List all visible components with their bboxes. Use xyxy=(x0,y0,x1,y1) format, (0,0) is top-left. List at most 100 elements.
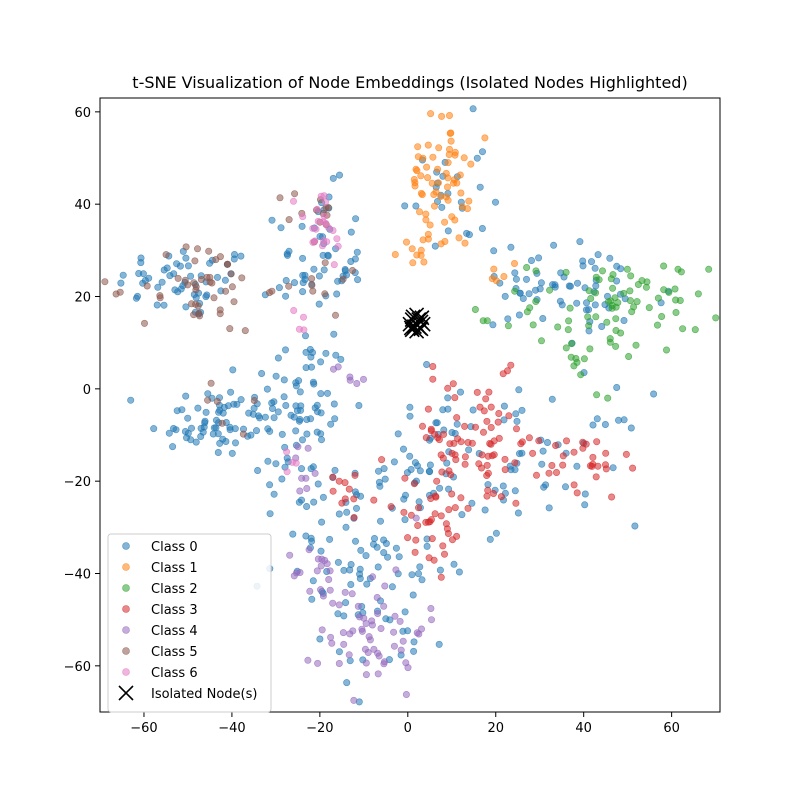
scatter-point xyxy=(350,495,358,503)
scatter-point xyxy=(381,582,389,590)
scatter-point xyxy=(592,289,600,297)
scatter-point xyxy=(562,268,570,276)
scatter-point xyxy=(434,179,442,187)
scatter-point xyxy=(414,504,422,512)
scatter-point xyxy=(515,311,523,319)
scatter-point xyxy=(317,562,325,570)
scatter-point xyxy=(317,547,325,555)
scatter-point xyxy=(264,457,272,465)
scatter-point xyxy=(548,461,556,469)
scatter-point xyxy=(554,323,562,331)
scatter-point xyxy=(585,322,593,330)
scatter-point xyxy=(373,593,381,601)
scatter-point xyxy=(224,260,232,268)
scatter-point xyxy=(335,648,343,656)
scatter-point xyxy=(478,148,486,156)
x-tick-label: 20 xyxy=(487,721,504,736)
scatter-point xyxy=(602,465,610,473)
scatter-point xyxy=(504,322,512,330)
scatter-point xyxy=(205,247,213,255)
scatter-point xyxy=(494,418,502,426)
scatter-point xyxy=(412,536,420,544)
scatter-point xyxy=(182,303,190,311)
scatter-point xyxy=(658,312,666,320)
scatter-point xyxy=(310,380,318,388)
scatter-point xyxy=(399,637,407,645)
scatter-point xyxy=(402,690,410,698)
scatter-point xyxy=(537,279,545,287)
scatter-point xyxy=(476,183,484,191)
scatter-point xyxy=(476,403,484,411)
scatter-point xyxy=(346,657,354,665)
scatter-point xyxy=(188,424,196,432)
scatter-point xyxy=(582,299,590,307)
legend-item: Class 0 xyxy=(122,540,198,555)
scatter-point xyxy=(478,225,486,233)
legend-marker xyxy=(122,668,130,676)
scatter-point xyxy=(221,276,229,284)
scatter-point xyxy=(438,112,446,120)
scatter-point xyxy=(216,253,224,261)
scatter-point xyxy=(445,467,453,475)
scatter-point xyxy=(611,294,619,302)
scatter-point xyxy=(592,313,600,321)
scatter-point xyxy=(145,274,153,282)
scatter-point xyxy=(292,427,300,435)
scatter-point xyxy=(314,217,322,225)
scatter-point xyxy=(112,290,120,298)
scatter-point xyxy=(343,679,351,687)
scatter-point xyxy=(387,503,395,511)
scatter-point xyxy=(231,251,239,259)
scatter-point xyxy=(559,461,567,469)
scatter-point xyxy=(642,283,650,291)
scatter-point xyxy=(413,251,421,259)
scatter-point xyxy=(457,189,465,197)
scatter-point xyxy=(436,484,444,492)
scatter-point xyxy=(314,659,322,667)
scatter-point xyxy=(380,602,388,610)
scatter-point xyxy=(486,439,494,447)
scatter-point xyxy=(495,409,503,417)
scatter-point xyxy=(391,612,399,620)
scatter-point xyxy=(384,553,392,561)
scatter-point xyxy=(196,312,204,320)
scatter-point xyxy=(355,613,363,621)
scatter-point xyxy=(390,458,398,466)
scatter-point xyxy=(216,310,224,318)
scatter-point xyxy=(299,279,307,287)
scatter-point xyxy=(197,275,205,283)
scatter-point xyxy=(645,304,653,312)
scatter-point xyxy=(184,414,192,422)
scatter-point xyxy=(362,671,370,679)
legend-marker xyxy=(118,685,134,701)
scatter-point xyxy=(345,651,353,659)
scatter-point xyxy=(489,321,497,329)
scatter-point xyxy=(329,487,337,495)
scatter-point xyxy=(348,590,356,598)
scatter-point xyxy=(362,552,370,560)
legend-item: Class 5 xyxy=(122,645,198,660)
y-tick-label: 40 xyxy=(74,198,91,213)
scatter-point xyxy=(444,384,452,392)
scatter-point xyxy=(182,254,190,262)
scatter-point xyxy=(438,203,446,211)
scatter-point xyxy=(535,437,543,445)
scatter-point xyxy=(440,430,448,438)
scatter-point xyxy=(562,344,570,352)
scatter-point xyxy=(321,259,329,267)
legend-marker xyxy=(122,647,130,655)
scatter-point xyxy=(380,536,388,544)
scatter-point xyxy=(139,270,147,278)
scatter-point xyxy=(323,389,331,397)
scatter-point xyxy=(374,467,382,475)
legend: Class 0 Class 1 Class 2 Class 3 Class 4 Class… xyxy=(107,533,272,713)
scatter-point xyxy=(374,609,382,617)
scatter-point xyxy=(430,556,438,564)
scatter-point xyxy=(501,455,509,463)
scatter-point xyxy=(499,482,507,490)
scatter-point xyxy=(226,426,234,434)
scatter-point xyxy=(660,262,668,270)
scatter-point xyxy=(535,254,543,262)
scatter-point xyxy=(435,640,443,648)
scatter-point xyxy=(587,294,595,302)
